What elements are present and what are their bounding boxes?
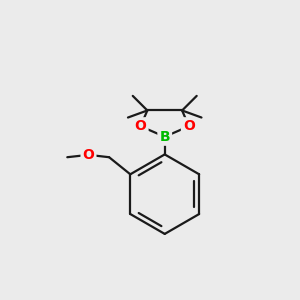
Text: O: O — [135, 119, 146, 133]
Text: B: B — [159, 130, 170, 144]
Text: O: O — [183, 119, 195, 133]
Text: O: O — [82, 148, 94, 162]
